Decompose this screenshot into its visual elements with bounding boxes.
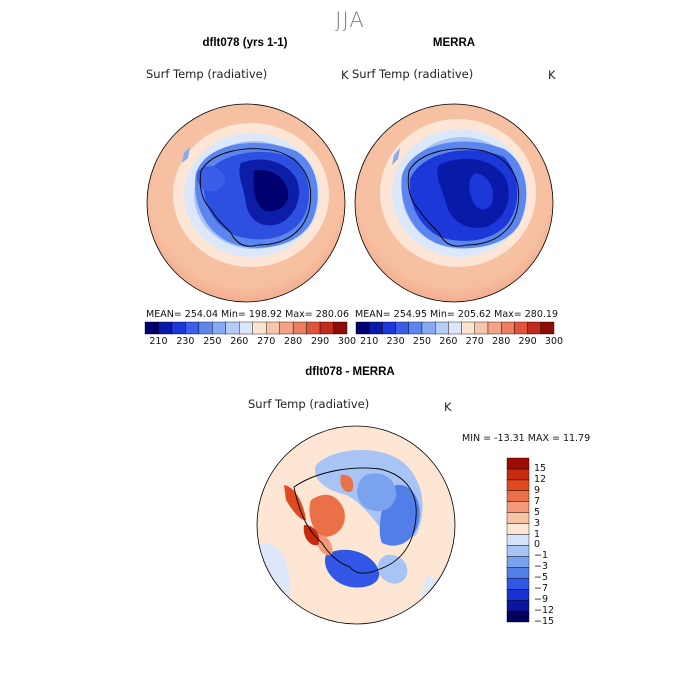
- colorbar-tick-label: 230: [386, 336, 405, 347]
- colorbar-tick-label: 250: [203, 336, 222, 347]
- colorbar-swatch: [487, 321, 502, 335]
- colorbar-tick-label: 12: [534, 473, 547, 485]
- colorbar-swatch: [506, 610, 530, 623]
- colorbar-swatch: [506, 588, 530, 601]
- model-polar-map: [146, 103, 346, 303]
- colorbar-tick-label: 5: [534, 506, 541, 518]
- colorbar-swatch: [506, 468, 530, 481]
- obs-variable-label: Surf Temp (radiative): [352, 67, 474, 81]
- colorbar-swatch: [185, 321, 200, 335]
- colorbar-tick-label: 270: [465, 336, 484, 347]
- colorbar-tick-label: 280: [284, 336, 303, 347]
- colorbar-swatch: [540, 321, 555, 335]
- colorbar-tick-label: −3: [534, 561, 549, 573]
- colorbar-tick-label: 3: [534, 517, 541, 529]
- colorbar-tick-label: −1: [534, 550, 549, 562]
- colorbar-tick-label: −15: [534, 616, 555, 627]
- colorbar-swatch: [239, 321, 253, 335]
- colorbar-swatch: [198, 321, 213, 335]
- obs-units-label: K: [548, 68, 556, 82]
- colorbar-tick-label: 280: [492, 336, 511, 347]
- colorbar-tick-label: 15: [534, 462, 547, 474]
- colorbar-swatch: [506, 479, 530, 492]
- colorbar-swatch: [319, 321, 334, 335]
- colorbar-swatch: [306, 321, 321, 335]
- colorbar-tick-label: 300: [544, 336, 564, 347]
- diff-variable-label: Surf Temp (radiative): [248, 397, 370, 411]
- obs-panel-title: MERRA: [432, 37, 476, 49]
- colorbar-swatch: [158, 321, 173, 335]
- colorbar-swatch: [355, 321, 370, 335]
- colorbar-tick-label: 1: [534, 528, 541, 540]
- colorbar-swatch: [171, 321, 186, 335]
- colorbar-swatch: [500, 321, 515, 335]
- page-title: JJA: [335, 8, 365, 32]
- colorbar-swatch: [212, 321, 227, 335]
- diff-colorbar: [506, 457, 530, 623]
- colorbar-tick-label: −5: [534, 572, 549, 584]
- colorbar-swatch: [421, 321, 436, 335]
- diff-panel-title: dflt078 - MERRA: [305, 366, 395, 378]
- model-colorbar: [144, 321, 348, 335]
- colorbar-tick-label: −9: [534, 594, 549, 606]
- colorbar-swatch: [506, 534, 530, 546]
- colorbar-swatch: [506, 512, 530, 524]
- colorbar-swatch: [408, 321, 423, 335]
- colorbar-swatch: [506, 545, 530, 557]
- colorbar-swatch: [474, 321, 489, 335]
- diff-polar-map: [256, 425, 456, 625]
- diff-units-label: K: [444, 400, 452, 414]
- colorbar-tick-label: 210: [149, 336, 168, 347]
- colorbar-tick-label: 230: [176, 336, 195, 347]
- colorbar-swatch: [506, 599, 530, 612]
- colorbar-swatch: [527, 321, 542, 335]
- model-stats: MEAN= 254.04 Min= 198.92 Max= 280.06: [146, 309, 350, 320]
- colorbar-tick-label: −12: [534, 605, 555, 617]
- colorbar-swatch: [506, 556, 530, 568]
- colorbar-tick-label: 0: [534, 539, 541, 551]
- colorbar-swatch: [252, 321, 267, 335]
- colorbar-tick-label: 7: [534, 495, 541, 507]
- colorbar-swatch: [448, 321, 462, 335]
- colorbar-tick-label: −7: [534, 583, 549, 595]
- colorbar-tick-label: 290: [518, 336, 537, 347]
- colorbar-swatch: [506, 578, 530, 590]
- colorbar-tick-label: 300: [337, 336, 357, 347]
- colorbar-swatch: [225, 321, 240, 335]
- colorbar-swatch: [144, 321, 159, 335]
- colorbar-swatch: [506, 501, 530, 513]
- colorbar-swatch: [514, 321, 528, 335]
- colorbar-swatch: [434, 321, 449, 335]
- colorbar-tick-label: 290: [310, 336, 330, 347]
- colorbar-swatch: [333, 321, 348, 335]
- colorbar-swatch: [382, 321, 396, 335]
- colorbar-tick-label: 260: [230, 336, 249, 347]
- colorbar-swatch: [292, 321, 307, 335]
- model-units-label: K: [341, 68, 349, 82]
- colorbar-swatch: [461, 321, 475, 335]
- model-variable-label: Surf Temp (radiative): [146, 67, 268, 81]
- obs-colorbar: [355, 321, 555, 335]
- colorbar-swatch: [506, 457, 530, 470]
- colorbar-swatch: [506, 523, 530, 535]
- colorbar-tick-label: 270: [257, 336, 276, 347]
- colorbar-tick-label: 260: [439, 336, 458, 347]
- colorbar-swatch: [368, 321, 383, 335]
- colorbar-swatch: [506, 490, 530, 502]
- diff-stats: MIN = -13.31 MAX = 11.79: [462, 433, 591, 444]
- model-panel-title: dflt078 (yrs 1-1): [202, 37, 288, 49]
- colorbar-swatch: [265, 321, 280, 335]
- colorbar-tick-label: 9: [534, 484, 541, 496]
- colorbar-tick-label: 250: [412, 336, 432, 347]
- colorbar-swatch: [279, 321, 294, 335]
- obs-stats: MEAN= 254.95 Min= 205.62 Max= 280.19: [355, 309, 559, 320]
- obs-polar-map: [354, 103, 554, 303]
- colorbar-swatch: [395, 321, 409, 335]
- colorbar-swatch: [506, 567, 530, 579]
- colorbar-tick-label: 210: [360, 336, 379, 347]
